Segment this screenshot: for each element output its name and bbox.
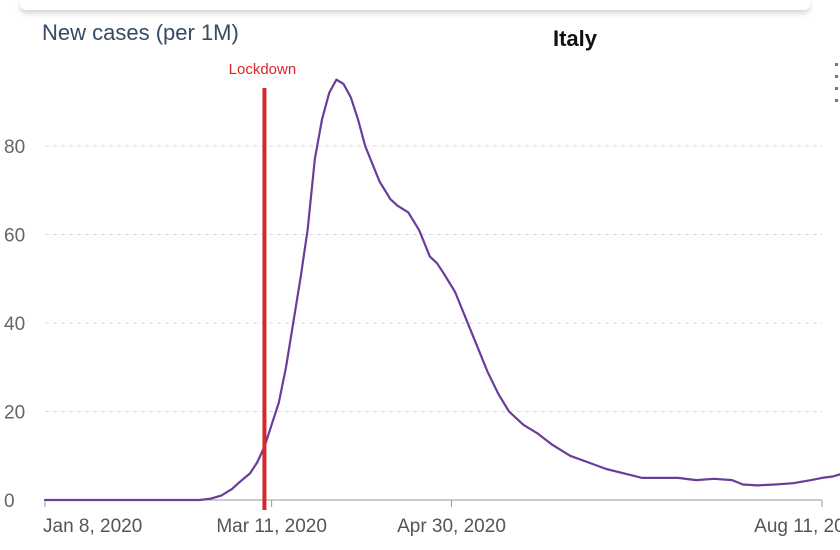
side-marks — [835, 63, 838, 102]
side-mark — [835, 87, 838, 90]
chart-title: Italy — [553, 26, 598, 51]
x-tick-label: Jan 8, 2020 — [43, 516, 142, 537]
side-mark — [835, 99, 838, 102]
y-tick-labels: 0 20 40 60 80 — [4, 137, 25, 512]
x-axis: Jan 8, 2020 Mar 11, 2020 Apr 30, 2020 Aug 1… — [43, 499, 840, 537]
y-tick-label: 60 — [4, 226, 25, 247]
y-tick-label: 40 — [4, 314, 25, 335]
side-mark — [835, 75, 838, 78]
annotations: Lockdown — [229, 61, 297, 510]
x-tick-label: Aug 11, 2020 — [754, 516, 840, 537]
header-bar — [20, 0, 810, 10]
side-mark — [835, 63, 838, 66]
lockdown-label: Lockdown — [229, 61, 297, 78]
grid-lines — [45, 145, 822, 412]
y-axis-title: New cases (per 1M) — [42, 20, 239, 45]
series-lines — [43, 78, 840, 502]
x-tick-label: Apr 30, 2020 — [397, 516, 506, 537]
x-tick-label: Mar 11, 2020 — [216, 516, 327, 537]
y-tick-label: 80 — [4, 137, 25, 158]
y-tick-label: 0 — [4, 491, 15, 512]
series-line — [43, 78, 840, 502]
y-tick-label: 20 — [4, 403, 25, 424]
